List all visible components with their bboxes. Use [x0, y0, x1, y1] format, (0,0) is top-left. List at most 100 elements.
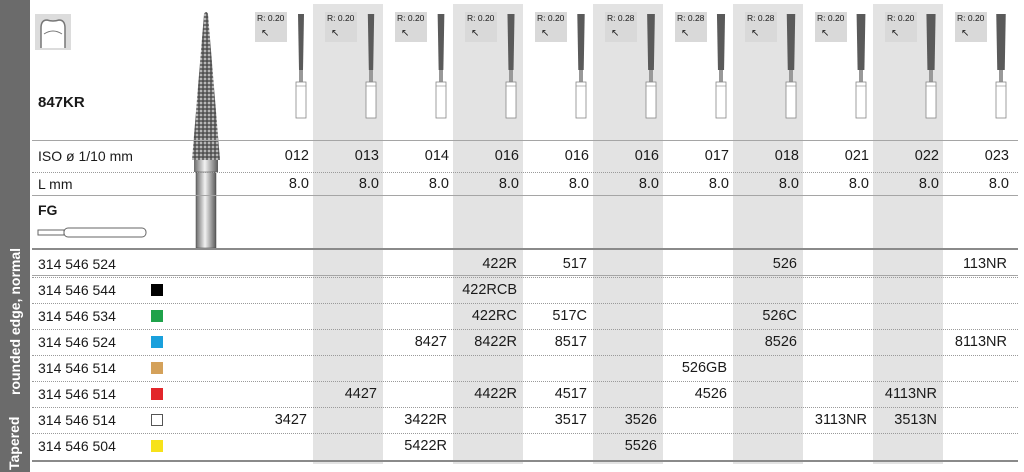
arrow-icon: ↖ — [751, 28, 760, 39]
radius-value: R: 0.28 — [747, 13, 775, 23]
arrow-icon: ↖ — [821, 28, 830, 39]
iso-size: 012 — [284, 148, 309, 164]
category-label-bold: Tapered — [6, 416, 22, 470]
category-label: rounded edge, normal — [7, 247, 23, 395]
arrow-icon: ↖ — [891, 28, 900, 39]
order-code: 314 546 514 — [38, 386, 116, 402]
article-number: 422RCB — [462, 282, 517, 298]
rule — [32, 460, 1018, 462]
radius-badge: R: 0.20 ↖ — [395, 12, 427, 42]
bur-profile: R: 0.28 ↖ — [745, 12, 805, 132]
rule — [32, 172, 1018, 173]
article-number: 422R — [482, 256, 517, 272]
radius-badge: R: 0.20 ↖ — [465, 12, 497, 42]
rule — [32, 277, 1018, 278]
order-code: 314 546 544 — [38, 282, 116, 298]
product-name: 847KR — [38, 94, 85, 111]
radius-value: R: 0.20 — [957, 13, 985, 23]
bur-shape — [365, 14, 377, 119]
article-number: 517 — [562, 256, 587, 272]
grit-color-swatch — [151, 310, 163, 322]
bur-profile: R: 0.20 ↖ — [535, 12, 595, 132]
article-number: 4517 — [554, 386, 587, 402]
bur-shape — [715, 14, 727, 119]
radius-value: R: 0.20 — [257, 13, 285, 23]
bur-shape — [505, 14, 517, 119]
article-number: 4422R — [474, 386, 517, 402]
grit-color-swatch — [151, 388, 163, 400]
article-number: 422RC — [471, 308, 517, 324]
order-code: 314 546 524 — [38, 256, 116, 272]
bur-shape — [645, 14, 657, 119]
article-number: 113NR — [962, 256, 1007, 272]
iso-size: 016 — [494, 148, 519, 164]
tooth-icon — [35, 14, 71, 50]
length-value: 8.0 — [848, 176, 869, 192]
radius-badge: R: 0.20 ↖ — [325, 12, 357, 42]
order-code: 314 546 504 — [38, 438, 116, 454]
radius-value: R: 0.20 — [467, 13, 495, 23]
rule — [32, 381, 1018, 382]
grit-color-swatch — [151, 362, 163, 374]
length-value: 8.0 — [358, 176, 379, 192]
arrow-icon: ↖ — [961, 28, 970, 39]
radius-badge: R: 0.28 ↖ — [745, 12, 777, 42]
order-code: 314 546 514 — [38, 412, 116, 428]
article-number: 8526 — [764, 334, 797, 350]
arrow-icon: ↖ — [331, 28, 340, 39]
radius-badge: R: 0.20 ↖ — [885, 12, 917, 42]
radius-badge: R: 0.20 ↖ — [535, 12, 567, 42]
bur-profile: R: 0.20 ↖ — [955, 12, 1015, 132]
rule — [32, 248, 1018, 250]
order-code: 314 546 524 — [38, 334, 116, 350]
bur-profile: R: 0.20 ↖ — [815, 12, 875, 132]
bur-profile: R: 0.20 ↖ — [255, 12, 315, 132]
length-value: 8.0 — [988, 176, 1009, 192]
iso-size: 018 — [774, 148, 799, 164]
radius-value: R: 0.20 — [887, 13, 915, 23]
radius-badge: R: 0.20 ↖ — [815, 12, 847, 42]
article-number: 526GB — [681, 360, 727, 376]
radius-value: R: 0.20 — [327, 13, 355, 23]
article-number: 4113NR — [884, 386, 937, 402]
article-number: 8517 — [554, 334, 587, 350]
length-value: 8.0 — [288, 176, 309, 192]
length-value: 8.0 — [778, 176, 799, 192]
bur-image — [192, 12, 220, 249]
iso-size: 014 — [424, 148, 449, 164]
bur-shape — [575, 14, 587, 119]
article-number: 526C — [762, 308, 797, 324]
article-number: 3427 — [274, 412, 307, 428]
radius-badge: R: 0.20 ↖ — [955, 12, 987, 42]
grit-color-swatch — [151, 414, 163, 426]
arrow-icon: ↖ — [261, 28, 270, 39]
radius-value: R: 0.28 — [607, 13, 635, 23]
length-value: 8.0 — [708, 176, 729, 192]
article-number: 3113NR — [814, 412, 867, 428]
article-number: 3526 — [624, 412, 657, 428]
bur-profile: R: 0.20 ↖ — [395, 12, 455, 132]
bur-shape — [995, 14, 1007, 119]
bur-shape — [855, 14, 867, 119]
rule — [32, 355, 1018, 356]
bur-shape — [785, 14, 797, 119]
bur-profile: R: 0.28 ↖ — [675, 12, 735, 132]
article-number: 4526 — [694, 386, 727, 402]
rule — [32, 433, 1018, 434]
article-number: 526 — [772, 256, 797, 272]
order-code: 314 546 514 — [38, 360, 116, 376]
rule — [32, 407, 1018, 408]
grit-color-swatch — [151, 336, 163, 348]
article-number: 8113NR — [954, 334, 1007, 350]
arrow-icon: ↖ — [681, 28, 690, 39]
length-value: 8.0 — [498, 176, 519, 192]
category-sidebar: rounded edge, normal Tapered — [0, 0, 30, 472]
arrow-icon: ↖ — [471, 28, 480, 39]
arrow-icon: ↖ — [611, 28, 620, 39]
order-code: 314 546 534 — [38, 308, 116, 324]
radius-value: R: 0.20 — [537, 13, 565, 23]
bur-profile: R: 0.28 ↖ — [605, 12, 665, 132]
article-number: 517C — [552, 308, 587, 324]
article-number: 8427 — [414, 334, 447, 350]
length-value: 8.0 — [428, 176, 449, 192]
